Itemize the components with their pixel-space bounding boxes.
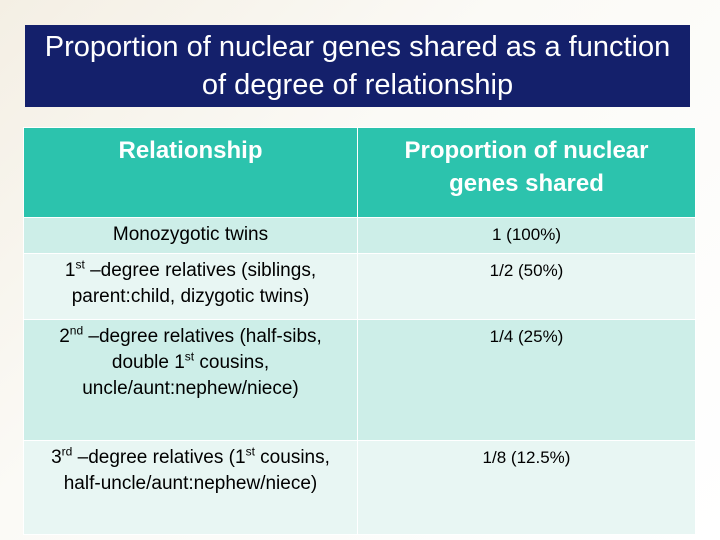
superscript: st (75, 257, 85, 272)
header-cell: Proportion of nuclear genes shared (357, 127, 696, 218)
relationship-cell: Monozygotic twins (23, 217, 358, 254)
superscript: nd (69, 323, 84, 338)
text-run: cousins, uncle/aunt:nephew/niece) (82, 352, 299, 399)
relationship-cell: 2nd –degree relatives (half-sibs, double… (23, 319, 358, 441)
proportion-cell: 1/8 (12.5%) (357, 440, 696, 535)
relationship-cell: 1st –degree relatives (siblings, parent:… (23, 253, 358, 320)
header-row: Relationship Proportion of nuclear genes… (23, 127, 696, 218)
header-cell: Relationship (23, 127, 358, 218)
slide-title: Proportion of nuclear genes shared as a … (25, 25, 690, 107)
table-row: 1st –degree relatives (siblings, parent:… (23, 253, 696, 320)
table-row: 3rd –degree relatives (1st cousins, half… (23, 440, 696, 535)
table-row: 2nd –degree relatives (half-sibs, double… (23, 319, 696, 441)
table: Relationship Proportion of nuclear genes… (23, 127, 696, 535)
text-run: cousins, half-uncle/aunt:nephew/niece) (63, 447, 330, 494)
proportion-cell: 1/2 (50%) (357, 253, 696, 320)
proportion-cell: 1 (100%) (357, 217, 696, 254)
text-run: 3 (51, 447, 62, 468)
superscript: rd (61, 444, 73, 459)
proportion-cell: 1/4 (25%) (357, 319, 696, 441)
text-run: 2 (59, 326, 70, 347)
text-run: 1 (64, 260, 76, 281)
relationship-cell: 3rd –degree relatives (1st cousins, half… (23, 440, 358, 535)
text-run: –degree relatives (1 (72, 447, 246, 468)
table-row: Monozygotic twins 1 (100%) (23, 217, 696, 254)
superscript: st (245, 444, 255, 459)
text-run: –degree relatives (siblings, parent:chil… (71, 260, 317, 307)
text-run: Monozygotic twins (112, 224, 269, 245)
text-run: –degree relatives (half-sibs, double 1 (83, 326, 322, 373)
superscript: st (184, 349, 195, 364)
